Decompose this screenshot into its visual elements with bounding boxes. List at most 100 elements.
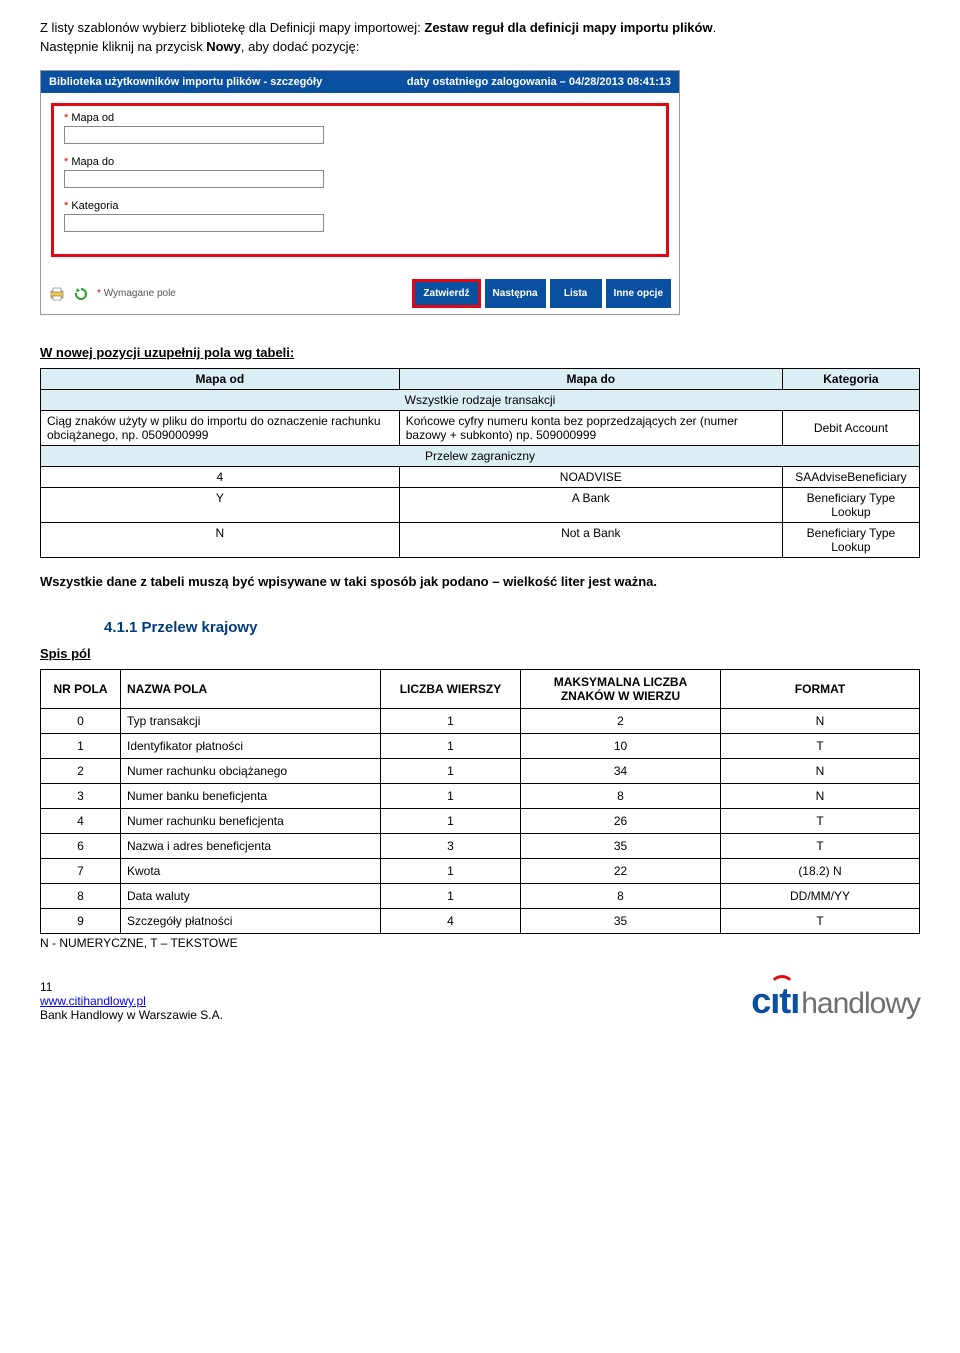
cell-name: Numer banku beneficjenta	[121, 784, 381, 809]
cell-nr: 6	[41, 834, 121, 859]
spis-pol: Spis pól	[40, 646, 920, 661]
label-mapa-do: Mapa do	[71, 156, 114, 168]
red-annotation-zatwierdz: Zatwierdź	[412, 279, 480, 308]
star: *	[64, 112, 68, 124]
table-row: 8Data waluty18DD/MM/YY	[41, 884, 920, 909]
cell-name: Identyfikator płatności	[121, 734, 381, 759]
intro2-bold: Nowy	[206, 39, 241, 54]
lista-button[interactable]: Lista	[550, 279, 602, 308]
fh-nr: NR POLA	[41, 670, 121, 709]
cell-rows: 1	[381, 859, 521, 884]
cell-format: T	[721, 809, 920, 834]
mock-footer-left: * Wymagane pole	[49, 286, 176, 302]
fh-rows: LICZBA WIERSZY	[381, 670, 521, 709]
intro2-post: , aby dodać pozycję:	[241, 39, 360, 54]
inne-opcje-button[interactable]: Inne opcje	[606, 279, 671, 308]
cell-name: Typ transakcji	[121, 709, 381, 734]
cell-format: N	[721, 709, 920, 734]
cell-max: 34	[521, 759, 721, 784]
required-label: Wymagane pole	[104, 288, 176, 299]
cell-format: (18.2) N	[721, 859, 920, 884]
cell-format: T	[721, 909, 920, 934]
page-footer: 11 www.citihandlowy.pl Bank Handlowy w W…	[40, 980, 920, 1022]
field-mapa-do: * Mapa do	[64, 156, 656, 188]
cell-max: 26	[521, 809, 721, 834]
zatwierdz-button[interactable]: Zatwierdź	[415, 282, 477, 305]
cell-r2c1: 4	[41, 467, 400, 488]
cell-r4c2: Not a Bank	[399, 523, 782, 558]
cell-r3c2: A Bank	[399, 488, 782, 523]
intro2-pre: Następnie kliknij na przycisk	[40, 39, 206, 54]
cell-name: Nazwa i adres beneficjenta	[121, 834, 381, 859]
cell-r4c3: Beneficiary Type Lookup	[782, 523, 919, 558]
intro-bold: Zestaw reguł dla definicji mapy importu …	[424, 20, 712, 35]
cell-name: Data waluty	[121, 884, 381, 909]
cell-name: Numer rachunku obciążanego	[121, 759, 381, 784]
input-mapa-do[interactable]	[64, 170, 324, 188]
cell-r1c1: Ciąg znaków użyty w pliku do importu do …	[41, 411, 400, 446]
mock-body: * Mapa od * Mapa do * Kategoria	[41, 93, 679, 273]
input-mapa-od[interactable]	[64, 126, 324, 144]
note-case-sensitive: Wszystkie dane z tabeli muszą być wpisyw…	[40, 574, 920, 589]
fh-name: NAZWA POLA	[121, 670, 381, 709]
handlowy-text: handlowy	[801, 987, 920, 1021]
hdr-kategoria: Kategoria	[782, 369, 919, 390]
label-kategoria: Kategoria	[71, 200, 118, 212]
intro-pre: Z listy szablonów wybierz bibliotekę dla…	[40, 20, 424, 35]
cell-max: 8	[521, 784, 721, 809]
citi-arc-icon	[769, 975, 795, 1001]
intro-text-2: Następnie kliknij na przycisk Nowy, aby …	[40, 39, 920, 54]
cell-r3c3: Beneficiary Type Lookup	[782, 488, 919, 523]
cell-max: 35	[521, 909, 721, 934]
required-text: * Wymagane pole	[97, 288, 176, 299]
cell-nr: 0	[41, 709, 121, 734]
page-number: 11	[40, 980, 223, 994]
cell-r1c2: Końcowe cyfry numeru konta bez poprzedza…	[399, 411, 782, 446]
section-title: W nowej pozycji uzupełnij pola wg tabeli…	[40, 345, 920, 360]
refresh-icon[interactable]	[73, 286, 89, 302]
footer-left: 11 www.citihandlowy.pl Bank Handlowy w W…	[40, 980, 223, 1022]
fh-max: MAKSYMALNA LICZBA ZNAKÓW W WIERZU	[521, 670, 721, 709]
table-row: 0Typ transakcji12N	[41, 709, 920, 734]
footer-url[interactable]: www.citihandlowy.pl	[40, 994, 146, 1008]
cell-format: DD/MM/YY	[721, 884, 920, 909]
mock-header-right: daty ostatniego zalogowania – 04/28/2013…	[407, 76, 671, 88]
cell-rows: 3	[381, 834, 521, 859]
citi-logo-icon: cıtı	[751, 980, 799, 1022]
cell-nr: 2	[41, 759, 121, 784]
fh-format: FORMAT	[721, 670, 920, 709]
required-star: *	[97, 288, 101, 299]
cell-name: Szczegóły płatności	[121, 909, 381, 934]
cell-r3c1: Y	[41, 488, 400, 523]
cell-name: Numer rachunku beneficjenta	[121, 809, 381, 834]
cell-rows: 1	[381, 884, 521, 909]
mock-header-left: Biblioteka użytkowników importu plików -…	[49, 76, 322, 88]
hdr-mapa-od: Mapa od	[41, 369, 400, 390]
screenshot-mock: Biblioteka użytkowników importu plików -…	[40, 70, 680, 315]
field-mapa-od: * Mapa od	[64, 112, 656, 144]
intro-post: .	[713, 20, 717, 35]
cell-max: 10	[521, 734, 721, 759]
span-all-transactions: Wszystkie rodzaje transakcji	[41, 390, 920, 411]
intro-text-1: Z listy szablonów wybierz bibliotekę dla…	[40, 20, 920, 35]
field-kategoria: * Kategoria	[64, 200, 656, 232]
table-row: 4Numer rachunku beneficjenta126T	[41, 809, 920, 834]
cell-r2c3: SAAdviseBeneficiary	[782, 467, 919, 488]
nastepna-button[interactable]: Następna	[485, 279, 546, 308]
span-foreign-transfer: Przelew zagraniczny	[41, 446, 920, 467]
cell-r2c2: NOADVISE	[399, 467, 782, 488]
fields-table: NR POLA NAZWA POLA LICZBA WIERSZY MAKSYM…	[40, 669, 920, 934]
cell-rows: 1	[381, 784, 521, 809]
cell-rows: 4	[381, 909, 521, 934]
mock-footer: * Wymagane pole Zatwierdź Następna Lista…	[41, 273, 679, 314]
cell-nr: 3	[41, 784, 121, 809]
cell-r4c1: N	[41, 523, 400, 558]
cell-nr: 8	[41, 884, 121, 909]
cell-nr: 1	[41, 734, 121, 759]
cell-max: 22	[521, 859, 721, 884]
input-kategoria[interactable]	[64, 214, 324, 232]
cell-rows: 1	[381, 759, 521, 784]
footer-bank: Bank Handlowy w Warszawie S.A.	[40, 1008, 223, 1022]
label-mapa-od: Mapa od	[71, 112, 114, 124]
printer-icon[interactable]	[49, 286, 65, 302]
